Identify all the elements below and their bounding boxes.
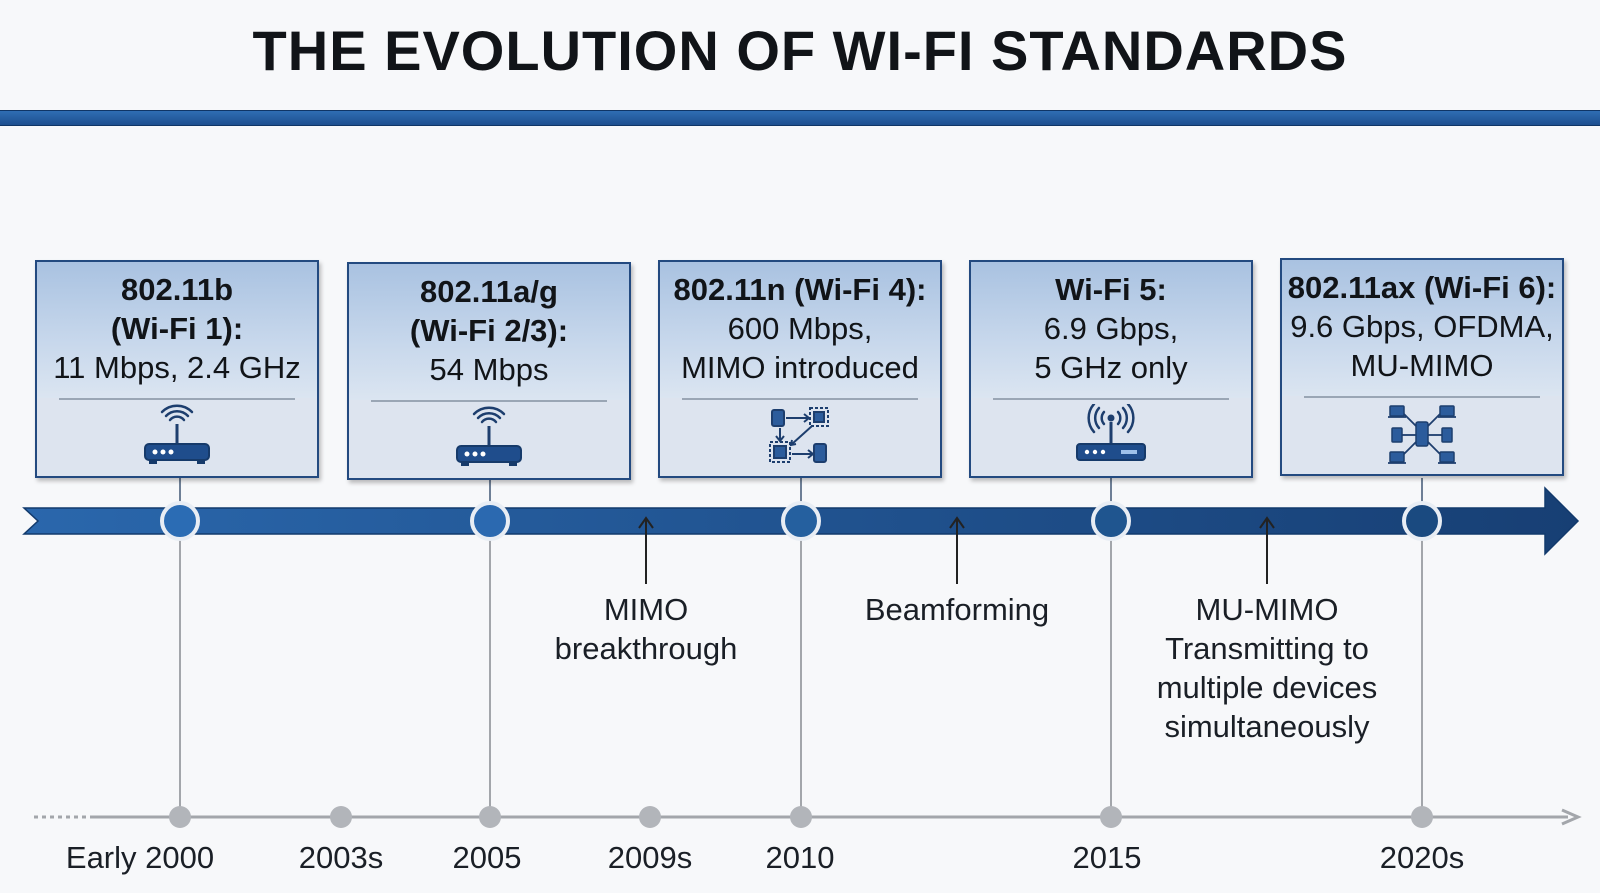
card-line: (Wi-Fi 1):	[110, 311, 244, 346]
timeline-label-2020s: 2020s	[1379, 840, 1465, 875]
axis-dot-early-2000	[169, 806, 191, 828]
milestone-label-mimo: MIMO breakthrough	[546, 590, 746, 668]
axis-dot-2003s	[330, 806, 352, 828]
mu-mimo-network-icon	[1388, 405, 1456, 464]
card-line: 6.9 Gbps,	[1043, 311, 1179, 346]
router-icon	[144, 404, 210, 464]
timeline-label-early-2000: Early 2000	[65, 840, 215, 875]
milestone-line: simultaneously	[1164, 709, 1370, 744]
card-title: 802.11a/g	[420, 274, 558, 309]
node-wifi5	[1091, 501, 1131, 541]
milestone-line: multiple devices	[1156, 670, 1378, 705]
card-title: 802.11n (Wi-Fi 4):	[673, 272, 927, 307]
card-line: MIMO introduced	[681, 350, 919, 385]
card-wifi23: 802.11a/g (Wi-Fi 2/3): 54 Mbps	[347, 262, 631, 480]
card-wifi6: 802.11ax (Wi-Fi 6): 9.6 Gbps, OFDMA, MU-…	[1280, 258, 1564, 476]
card-line: 11 Mbps, 2.4 GHz	[53, 350, 301, 385]
milestone-line: breakthrough	[554, 631, 738, 666]
bottom-axis-arrowhead	[1561, 808, 1582, 826]
axis-dot-2009s	[639, 806, 661, 828]
milestone-line: Transmitting to	[1165, 631, 1369, 666]
timeline-nodes	[160, 501, 1442, 541]
mimo-network-icon	[769, 407, 829, 463]
axis-dot-2020s	[1411, 806, 1433, 828]
node-wifi1	[160, 501, 200, 541]
node-wifi23	[470, 501, 510, 541]
node-drop-lines	[179, 530, 1423, 817]
card-line: MU-MIMO	[1350, 348, 1494, 383]
node-wifi4	[781, 501, 821, 541]
title-underline-bar	[0, 110, 1600, 126]
milestone-line: Beamforming	[864, 592, 1050, 627]
router-icon	[456, 406, 522, 466]
axis-dot-2005	[479, 806, 501, 828]
milestone-label-beamforming: Beamforming	[837, 590, 1077, 629]
node-wifi6	[1402, 501, 1442, 541]
milestone-label-mu-mimo: MU-MIMO Transmitting to multiple devices…	[1137, 590, 1397, 746]
timeline-label-2009s: 2009s	[607, 840, 693, 875]
card-wifi1: 802.11b (Wi-Fi 1): 11 Mbps, 2.4 GHz	[35, 260, 319, 478]
card-wifi4: 802.11n (Wi-Fi 4): 600 Mbps, MIMO introd…	[658, 260, 942, 478]
axis-dot-2015	[1100, 806, 1122, 828]
router-icon	[1076, 404, 1146, 461]
timeline-label-2005: 2005	[452, 840, 522, 875]
card-title: 802.11ax (Wi-Fi 6):	[1287, 270, 1557, 305]
milestone-line: MU-MIMO	[1195, 592, 1339, 627]
milestone-markers	[638, 516, 1275, 584]
card-line: 5 GHz only	[1034, 350, 1188, 385]
page-title: THE EVOLUTION OF WI-FI STANDARDS	[252, 19, 1348, 82]
card-line: 9.6 Gbps, OFDMA,	[1290, 309, 1554, 344]
bottom-axis	[34, 806, 1582, 828]
axis-dot-2010	[790, 806, 812, 828]
card-line: 54 Mbps	[429, 352, 549, 387]
card-stems	[179, 478, 1423, 502]
timeline-label-2003s: 2003s	[298, 840, 384, 875]
timeline-label-2015: 2015	[1072, 840, 1142, 875]
card-title: 802.11b	[120, 272, 234, 307]
milestone-line: MIMO	[603, 592, 689, 627]
card-line: 600 Mbps,	[727, 311, 873, 346]
card-line: (Wi-Fi 2/3):	[409, 313, 569, 348]
timeline-label-2010: 2010	[765, 840, 835, 875]
card-title: Wi-Fi 5:	[1055, 272, 1167, 307]
card-wifi5: Wi-Fi 5: 6.9 Gbps, 5 GHz only	[969, 260, 1253, 478]
